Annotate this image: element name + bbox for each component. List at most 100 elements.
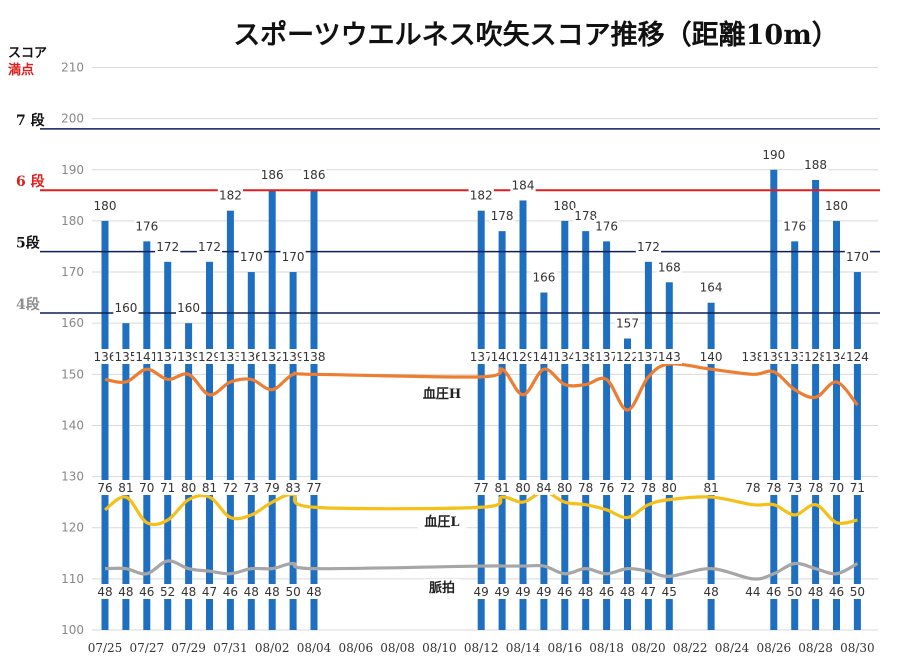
series-value-label-bg	[176, 349, 202, 364]
series-name-bg	[424, 579, 460, 597]
series-value-label-bg	[597, 480, 616, 495]
x-tick-label: 08/28	[798, 641, 833, 655]
series-value-label-bg	[803, 349, 829, 364]
score-label-bg	[573, 208, 599, 224]
series-value-label-bg	[134, 349, 160, 364]
series-value-label-bg	[827, 480, 846, 495]
score-label: 160	[114, 301, 137, 315]
series-value-label: 139	[282, 350, 305, 364]
x-tick-label: 08/22	[673, 641, 708, 655]
series-value-label: 80	[181, 481, 196, 495]
series-value-label-bg	[639, 480, 658, 495]
series-value-label: 46	[557, 585, 572, 599]
series-value-label-bg	[493, 480, 511, 495]
series-value-label: 78	[766, 481, 781, 495]
series-value-label-bg	[217, 349, 243, 364]
score-label-bg	[259, 167, 285, 183]
series-name-label: 血圧H	[423, 386, 461, 402]
series-value-label: 48	[620, 585, 635, 599]
score-bar	[226, 210, 234, 630]
score-bar	[582, 231, 590, 631]
series-value-label: 71	[160, 481, 175, 495]
series-value-label-bg	[96, 584, 114, 599]
x-tick-label: 07/27	[130, 641, 165, 655]
score-label: 190	[762, 148, 785, 162]
series-line	[104, 490, 858, 527]
series-value-label-bg	[660, 480, 679, 495]
y-tick-label: 170	[61, 265, 84, 279]
series-value-label: 47	[641, 585, 656, 599]
score-bar	[247, 272, 255, 630]
series-value-label: 49	[515, 585, 530, 599]
series-value-label-bg	[510, 349, 536, 364]
x-tick-label: 08/20	[631, 641, 666, 655]
series-value-label-bg	[263, 480, 282, 495]
series-value-label-bg	[514, 480, 532, 495]
score-label: 168	[658, 260, 681, 274]
score-bar	[498, 231, 506, 631]
x-tick-label: 08/18	[589, 641, 624, 655]
rank-label: 5段	[16, 235, 40, 252]
series-value-label: 46	[223, 585, 238, 599]
series-value-label: 46	[829, 585, 844, 599]
series-value-label: 49	[494, 585, 509, 599]
series-value-label: 44	[745, 585, 760, 599]
series-value-label: 48	[265, 585, 280, 599]
score-label-bg	[698, 279, 724, 295]
x-tick-label: 07/31	[213, 641, 248, 655]
series-value-label-bg	[242, 480, 261, 495]
score-bar	[665, 282, 673, 630]
series-value-label: 50	[850, 585, 865, 599]
y-tick-label: 130	[61, 470, 84, 484]
y-tick-label: 200	[61, 112, 84, 126]
series-value-label: 48	[97, 585, 112, 599]
score-label-bg	[217, 187, 243, 203]
y-tick-label: 190	[61, 163, 84, 177]
series-value-label: 137	[637, 350, 660, 364]
score-bar	[289, 272, 297, 630]
series-value-label-bg	[196, 349, 223, 364]
series-value-label-bg	[594, 349, 620, 364]
rank-label: 6 段	[16, 173, 45, 190]
series-value-label-bg	[806, 584, 825, 599]
series-value-label-bg	[761, 349, 787, 364]
x-tick-label: 07/29	[171, 641, 206, 655]
score-label: 170	[240, 250, 263, 264]
score-label: 170	[846, 250, 869, 264]
score-label-bg	[635, 238, 661, 254]
series-value-label-bg	[806, 480, 825, 495]
score-bar	[540, 292, 548, 630]
series-value-label: 45	[662, 585, 677, 599]
score-bar	[770, 169, 778, 631]
series-value-label-bg	[552, 349, 578, 364]
series-value-label: 136	[94, 350, 117, 364]
y-tick-label: 140	[61, 418, 84, 432]
series-value-label-bg	[259, 349, 285, 364]
score-bar	[853, 272, 861, 630]
series-value-label: 48	[578, 585, 593, 599]
series-value-label: 73	[244, 481, 259, 495]
series-value-label: 46	[599, 585, 614, 599]
series-value-label-bg	[468, 349, 494, 364]
score-label: 182	[470, 189, 493, 203]
series-value-label: 137	[595, 350, 618, 364]
series-value-label: 48	[181, 585, 196, 599]
x-tick-label: 08/12	[464, 641, 499, 655]
score-bar	[310, 190, 318, 630]
series-value-label: 46	[139, 585, 154, 599]
series-value-label: 73	[787, 481, 802, 495]
series-value-label-bg	[635, 349, 661, 364]
series-value-label: 80	[515, 481, 530, 495]
series-value-label-bg	[740, 349, 766, 364]
series-value-label-bg	[280, 349, 306, 364]
series-value-label-bg	[284, 584, 302, 599]
series-value-label: 140	[700, 350, 723, 364]
series-value-label: 137	[156, 350, 179, 364]
score-label-bg	[280, 249, 306, 265]
score-label: 176	[135, 219, 158, 233]
x-tick-label: 08/24	[715, 641, 750, 655]
score-bar	[185, 323, 193, 630]
series-value-label: 80	[557, 481, 572, 495]
score-label: 180	[825, 199, 848, 213]
